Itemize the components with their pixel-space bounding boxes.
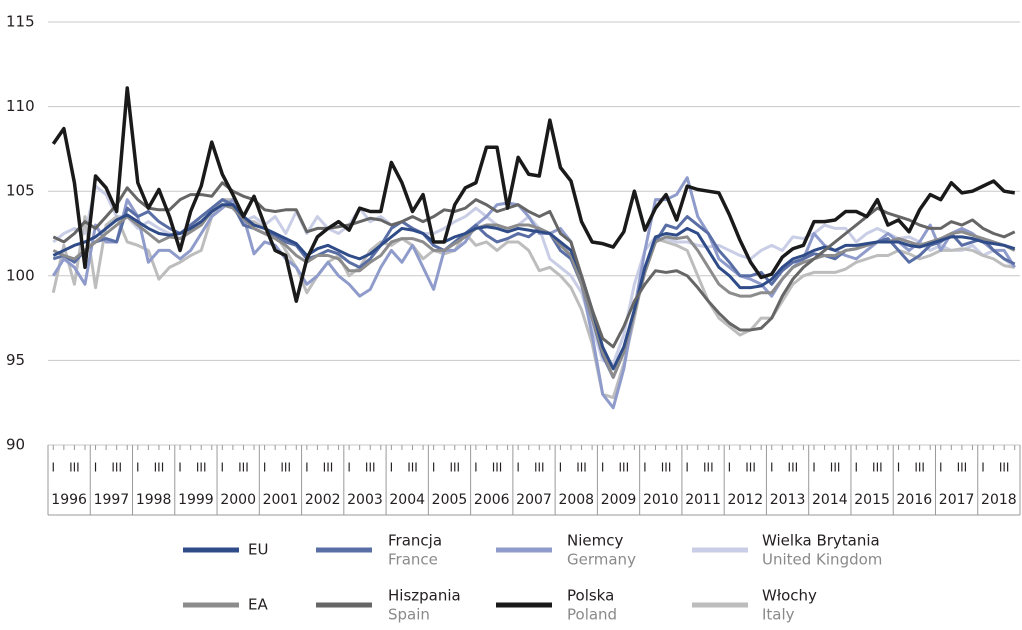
x-tick-label: III	[111, 461, 122, 475]
x-tick-label: III	[238, 461, 249, 475]
x-tick-label: I	[52, 461, 56, 475]
year-label: 2003	[347, 492, 383, 508]
x-tick-label: I	[728, 461, 732, 475]
year-label: 1996	[51, 492, 87, 508]
legend-label-en: Germany	[567, 551, 636, 569]
y-tick-label: 115	[6, 13, 35, 31]
year-label: 2012	[727, 492, 763, 508]
series-line	[52, 203, 1016, 371]
x-tick-label: I	[432, 461, 436, 475]
year-label: 2005	[432, 492, 468, 508]
legend-label: EA	[248, 596, 268, 614]
y-tick-label: 110	[6, 97, 35, 115]
x-tick-label: III	[407, 461, 418, 475]
x-tick-label: I	[263, 461, 267, 475]
year-label: 2018	[981, 492, 1017, 508]
legend-label-en: France	[388, 551, 438, 569]
x-tick-label: I	[221, 461, 225, 475]
x-tick-label: I	[94, 461, 98, 475]
x-tick-label: III	[999, 461, 1010, 475]
x-tick-label: I	[178, 461, 182, 475]
x-tick-label: I	[643, 461, 647, 475]
x-tick-label: I	[601, 461, 605, 475]
legend-label: Polska	[567, 587, 614, 605]
x-tick-label: I	[939, 461, 943, 475]
x-tick-label: III	[703, 461, 714, 475]
y-tick-label: 95	[6, 351, 25, 369]
year-label: 2015	[854, 492, 890, 508]
y-tick-label: 100	[6, 266, 35, 284]
x-tick-label: I	[559, 461, 563, 475]
year-label: 2002	[305, 492, 341, 508]
x-tick-label: I	[516, 461, 520, 475]
x-tick-label: III	[69, 461, 80, 475]
x-tick-label: III	[196, 461, 207, 475]
year-label: 1998	[136, 492, 172, 508]
year-label: 2016	[897, 492, 933, 508]
year-label: 2017	[939, 492, 975, 508]
x-tick-label: III	[661, 461, 672, 475]
legend-label-en: United Kingdom	[762, 551, 882, 569]
legend-label-en: Italy	[762, 606, 795, 624]
x-tick-label: III	[957, 461, 968, 475]
x-tick-label: III	[576, 461, 587, 475]
series-line	[52, 181, 1016, 349]
x-tick-label: III	[323, 461, 334, 475]
year-label: 2006	[474, 492, 510, 508]
year-label: 2013	[770, 492, 806, 508]
series-line	[51, 198, 1015, 400]
year-label: 2010	[643, 492, 679, 508]
legend-label: EU	[248, 541, 268, 559]
y-tick-label: 90	[6, 436, 25, 454]
legend-label: Włochy	[762, 587, 817, 605]
x-tick-label: I	[390, 461, 394, 475]
x-tick-label: I	[981, 461, 985, 475]
year-label: 2000	[220, 492, 256, 508]
year-label: 2001	[263, 492, 299, 508]
legend-label-en: Spain	[388, 606, 430, 624]
x-tick-label: I	[347, 461, 351, 475]
x-tick-label: I	[897, 461, 901, 475]
x-tick-label: I	[770, 461, 774, 475]
x-tick-label: III	[872, 461, 883, 475]
x-tick-label: III	[788, 461, 799, 475]
series-line	[51, 86, 1015, 303]
x-tick-label: III	[492, 461, 503, 475]
y-tick-label: 105	[6, 182, 35, 200]
x-tick-label: III	[914, 461, 925, 475]
x-tick-label: III	[534, 461, 545, 475]
legend-label: Francja	[388, 532, 442, 550]
year-label: 1999	[178, 492, 214, 508]
x-tick-label: I	[854, 461, 858, 475]
series-line	[52, 176, 1016, 410]
x-tick-label: I	[812, 461, 816, 475]
x-tick-label: I	[474, 461, 478, 475]
x-tick-label: III	[365, 461, 376, 475]
x-tick-label: III	[449, 461, 460, 475]
legend-label: Hiszpania	[388, 587, 461, 605]
year-label: 2011	[685, 492, 721, 508]
x-tick-label: III	[618, 461, 629, 475]
x-tick-label: III	[280, 461, 291, 475]
year-label: 2009	[601, 492, 637, 508]
year-label: 2008	[558, 492, 594, 508]
x-tick-label: III	[745, 461, 756, 475]
year-label: 2014	[812, 492, 848, 508]
x-tick-label: III	[830, 461, 841, 475]
x-tick-label: I	[685, 461, 689, 475]
x-tick-label: III	[154, 461, 165, 475]
legend-label: Wielka Brytania	[762, 532, 880, 550]
legend-label-en: Poland	[567, 606, 617, 624]
year-label: 2004	[389, 492, 425, 508]
x-tick-label: I	[136, 461, 140, 475]
year-label: 2007	[516, 492, 552, 508]
x-tick-label: I	[305, 461, 309, 475]
year-label: 1997	[94, 492, 130, 508]
legend-label: Niemcy	[567, 532, 623, 550]
